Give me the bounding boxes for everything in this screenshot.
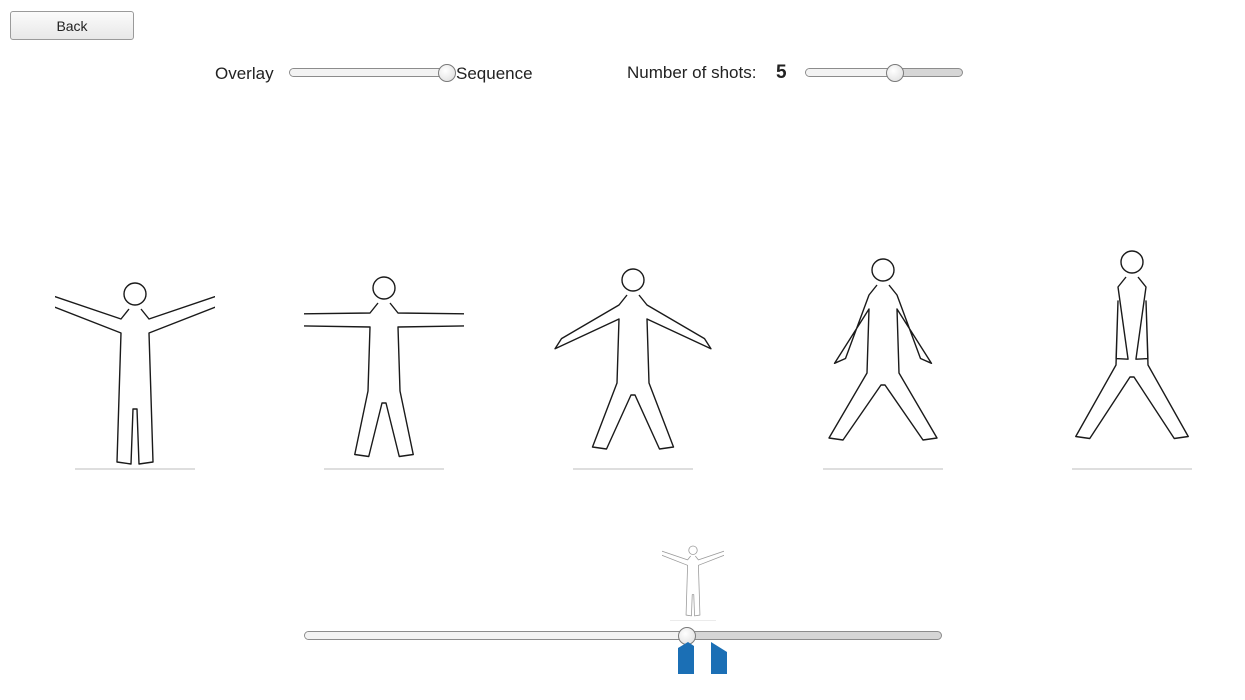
sequence-label: Sequence xyxy=(456,64,533,83)
number-of-shots-label: Number of shots: xyxy=(627,63,757,82)
frame-1 xyxy=(55,200,215,480)
back-button[interactable]: Back xyxy=(10,11,134,40)
figure-silhouette xyxy=(1075,250,1189,440)
range-start-marker[interactable] xyxy=(678,642,694,674)
overlay-sequence-slider[interactable] xyxy=(289,64,456,82)
slider-track xyxy=(805,68,963,77)
frame-baseline xyxy=(1072,468,1192,470)
figure-silhouette xyxy=(554,268,712,450)
slider-thumb[interactable] xyxy=(886,64,905,82)
frame-5 xyxy=(1052,200,1212,480)
slider-thumb[interactable] xyxy=(438,64,456,82)
figure-silhouette xyxy=(304,276,464,458)
frame-baseline xyxy=(75,468,195,470)
overlay-label: Overlay xyxy=(215,64,274,83)
frame-baseline xyxy=(324,468,444,470)
number-of-shots-slider[interactable] xyxy=(805,64,963,82)
frame-baseline xyxy=(823,468,943,470)
slider-track xyxy=(289,68,447,77)
frame-baseline xyxy=(573,468,693,470)
slider-track xyxy=(304,631,942,640)
sequence-frames xyxy=(0,200,1245,480)
preview-silhouette xyxy=(662,545,724,617)
preview-figure xyxy=(662,545,724,622)
figure-silhouette xyxy=(828,258,938,441)
figure-silhouette xyxy=(55,282,215,465)
range-end-marker[interactable] xyxy=(711,642,727,674)
number-of-shots-value: 5 xyxy=(776,62,787,83)
frame-2 xyxy=(304,200,464,480)
frame-4 xyxy=(803,200,963,480)
timeline-slider[interactable] xyxy=(304,627,942,645)
frame-3 xyxy=(553,200,713,480)
